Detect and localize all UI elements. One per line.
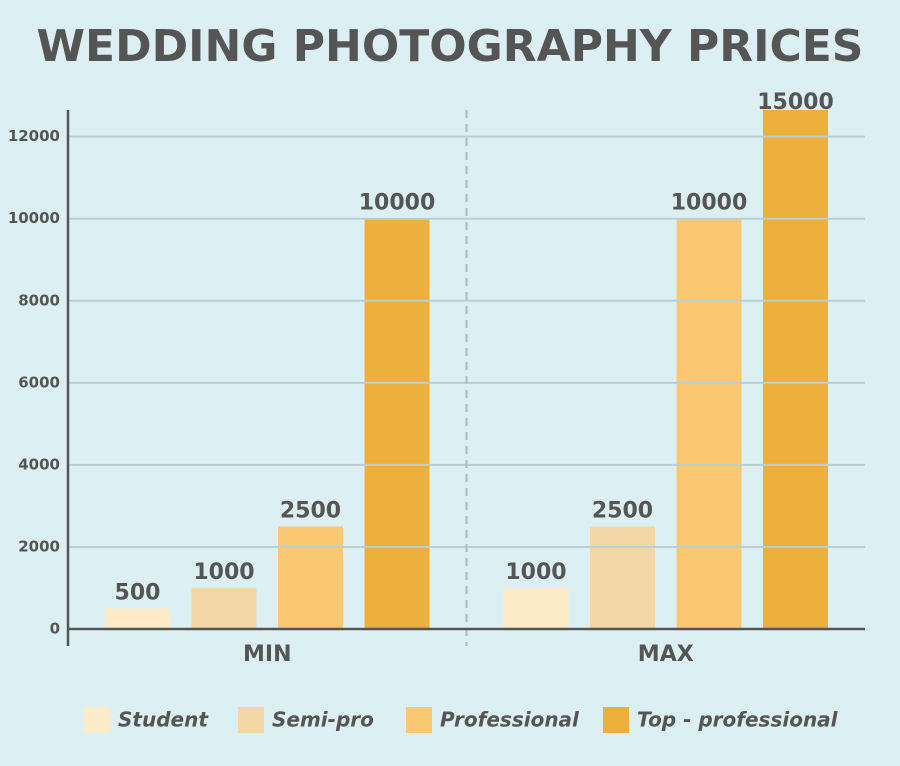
bar: [278, 526, 343, 629]
y-tick-label: 4000: [18, 455, 60, 473]
data-label: 10000: [359, 191, 436, 216]
y-tick-label: 12000: [8, 127, 60, 145]
data-label: 500: [115, 580, 161, 605]
data-label: 2500: [592, 498, 653, 523]
data-label: 15000: [757, 90, 834, 115]
legend-label: Top - professional: [637, 708, 839, 732]
x-tick-label: MAX: [638, 642, 694, 667]
legend-swatch: [238, 707, 264, 733]
bar: [105, 608, 170, 629]
x-tick-label: MIN: [243, 642, 292, 667]
y-tick-label: 10000: [8, 209, 60, 227]
bar: [590, 526, 655, 629]
bar: [676, 218, 742, 629]
data-label: 2500: [280, 498, 341, 523]
data-label: 10000: [671, 191, 748, 216]
y-tick-label: 0: [50, 620, 60, 638]
legend-swatch: [406, 707, 432, 733]
legend-swatch: [603, 707, 629, 733]
legend-swatch: [84, 707, 110, 733]
y-tick-label: 8000: [18, 291, 60, 309]
legend-label: Semi-pro: [272, 708, 374, 732]
data-label: 1000: [505, 560, 566, 585]
bar: [503, 587, 569, 629]
legend-label: Professional: [440, 708, 580, 732]
bar: [763, 110, 828, 629]
bar: [364, 218, 430, 629]
data-label: 1000: [193, 560, 254, 585]
chart-title: WEDDING PHOTOGRAPHY PRICES: [37, 21, 864, 72]
bar: [191, 587, 257, 629]
y-tick-label: 2000: [18, 537, 60, 555]
legend-label: Student: [118, 708, 209, 732]
y-tick-label: 6000: [18, 373, 60, 391]
